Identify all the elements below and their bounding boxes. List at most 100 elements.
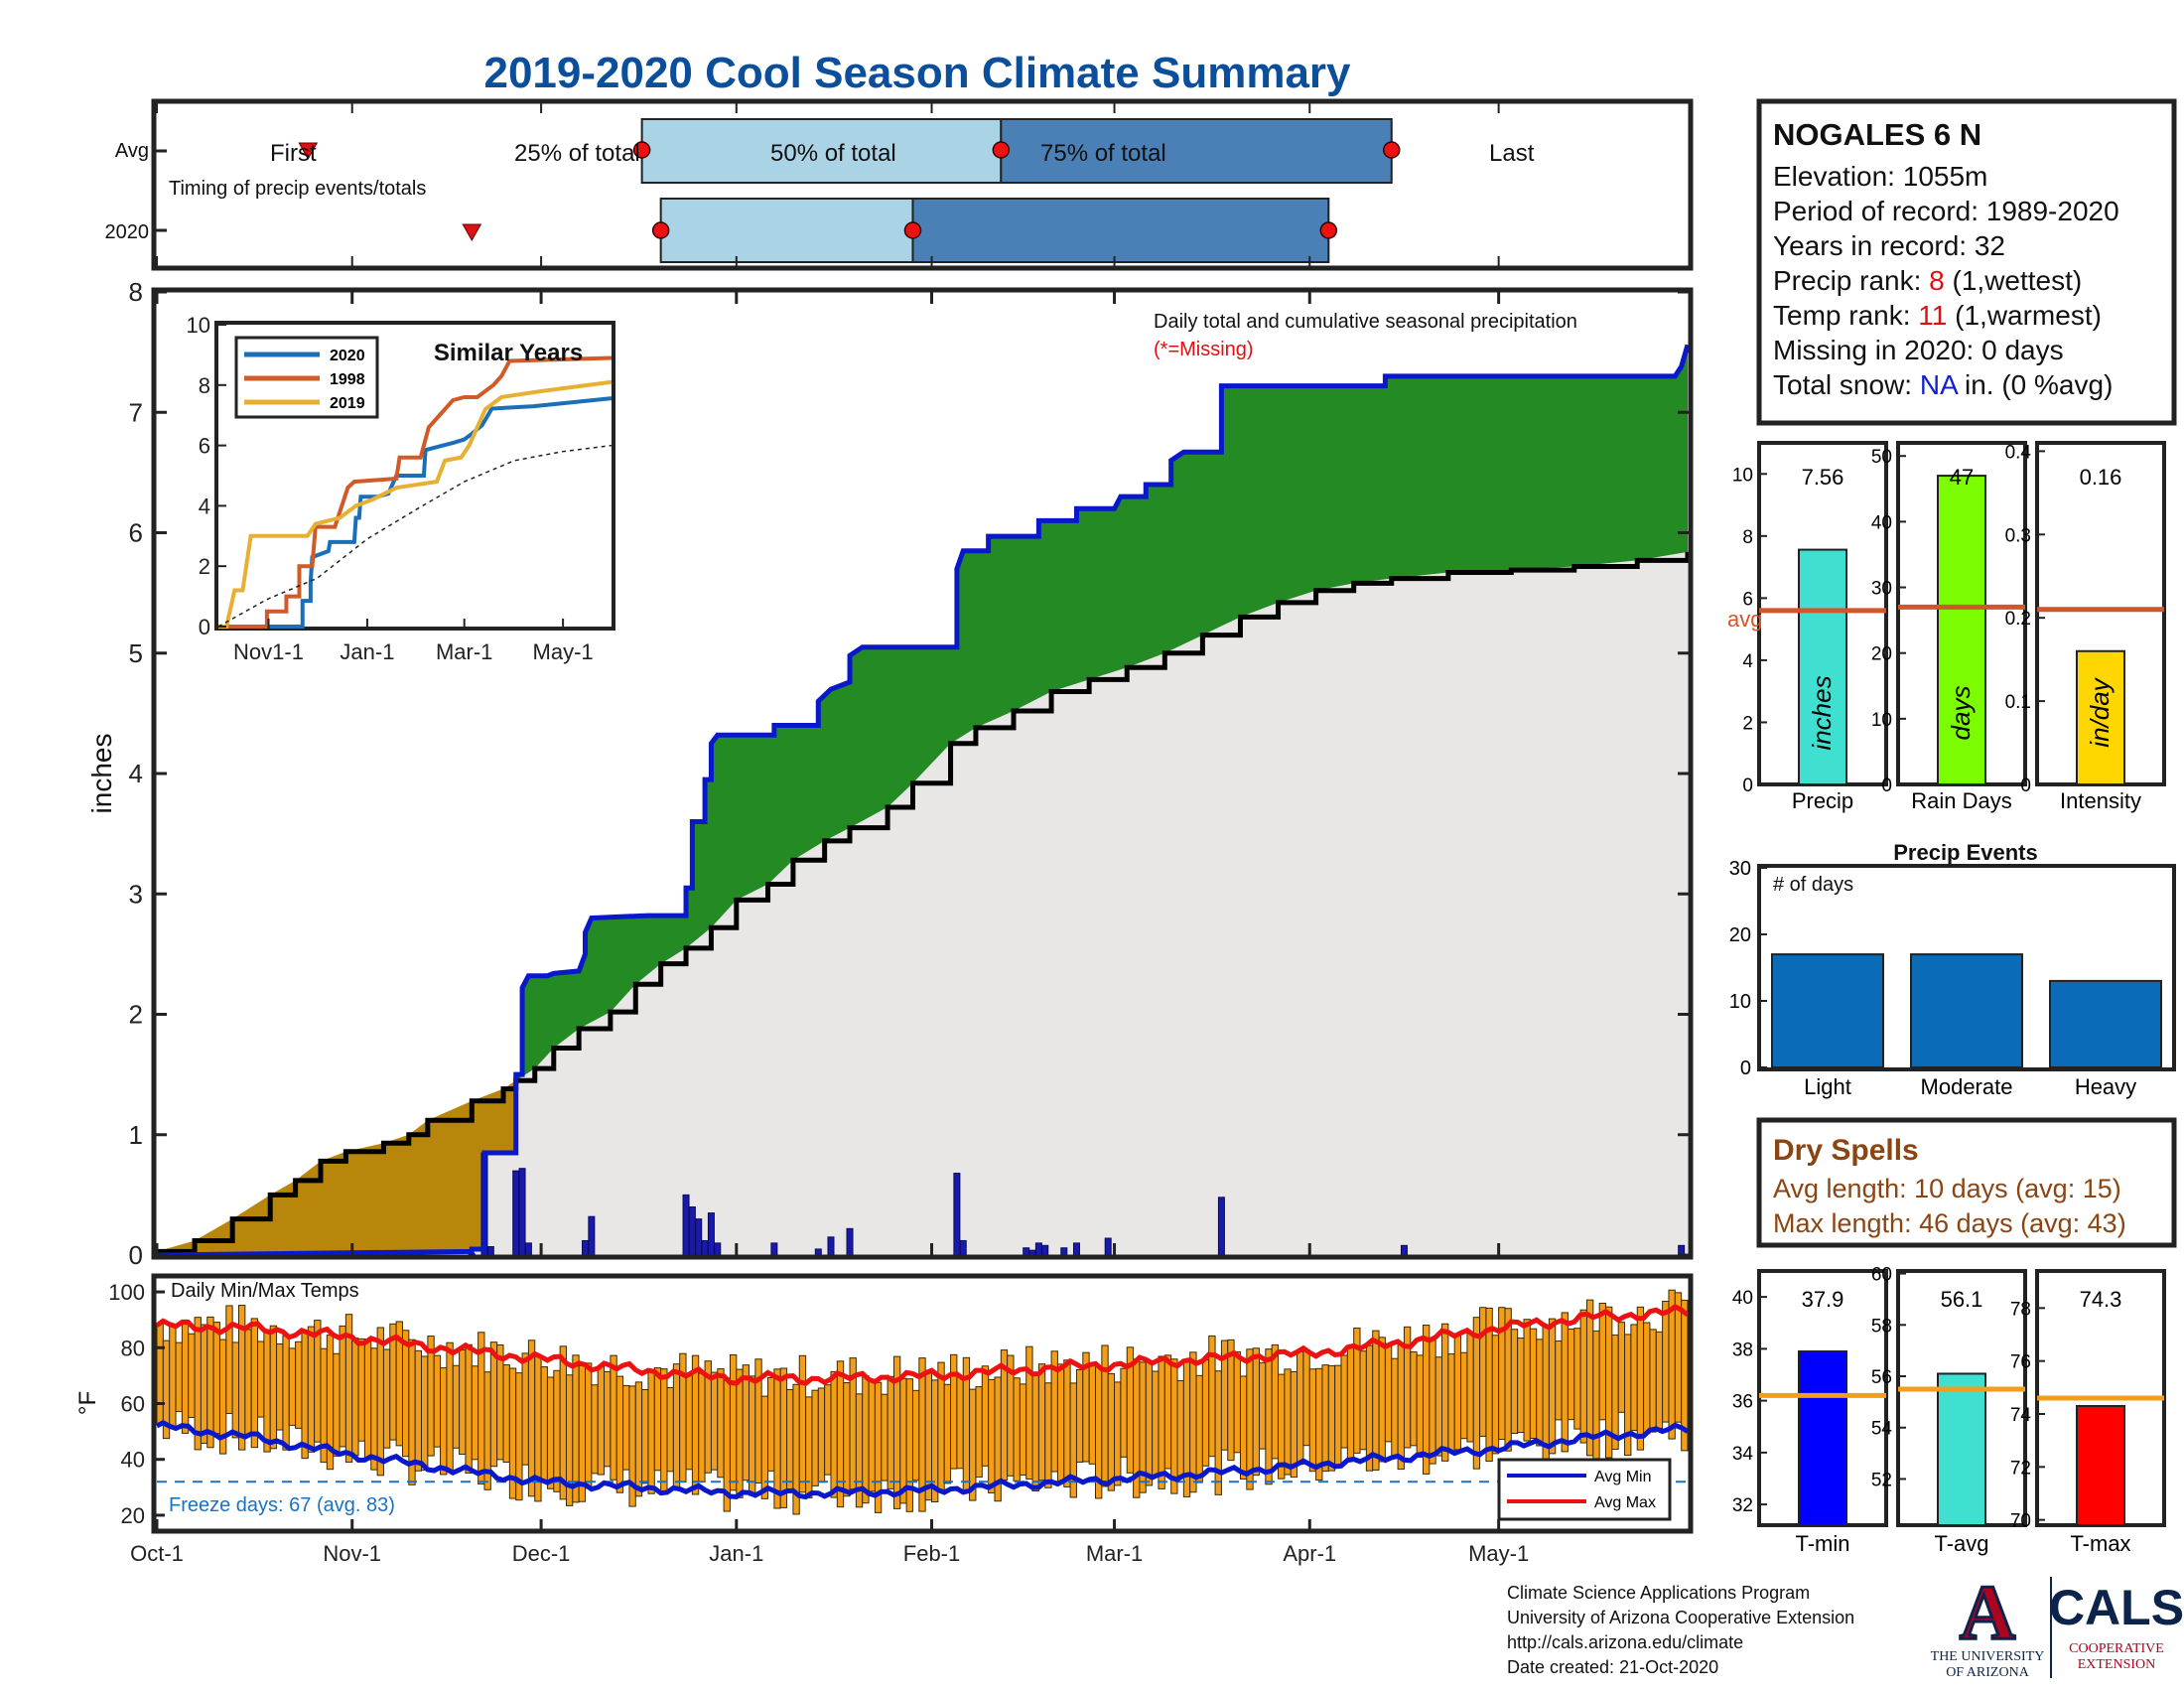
daily-temp-bar (1014, 1378, 1020, 1481)
daily-temp-bar (882, 1394, 887, 1481)
daily-temp-bar (245, 1330, 251, 1435)
daily-precip-bar (1035, 1243, 1041, 1255)
inset-legend-label-1998: 1998 (330, 371, 365, 388)
daily-temp-bar (1089, 1365, 1095, 1464)
temp-stat-ytick-label: 32 (1732, 1495, 1753, 1516)
temp-stat-ytick-label: 70 (2010, 1511, 2031, 1532)
stat-label: Precip (1792, 788, 1853, 813)
inset-ytick-label: 6 (199, 434, 210, 459)
daily-temp-bar (1341, 1355, 1347, 1448)
daily-temp-bar (673, 1364, 679, 1490)
precip-missing-note: (*=Missing) (1154, 339, 1254, 360)
daily-temp-bar (428, 1337, 434, 1457)
daily-temp-bar (1618, 1323, 1624, 1413)
stat-avg-label: avg (1727, 607, 1762, 632)
xtick-label: Oct-1 (130, 1541, 184, 1566)
daily-precip-bar (960, 1240, 966, 1255)
daily-temp-bar (1530, 1329, 1536, 1438)
temp-stat-bar (1799, 1351, 1846, 1525)
daily-temp-bar (692, 1355, 698, 1494)
daily-temp-bar (352, 1339, 358, 1456)
daily-temp-bar (1303, 1350, 1309, 1446)
daily-precip-bar (708, 1213, 714, 1255)
daily-temp-bar (1511, 1330, 1517, 1434)
daily-temp-bar (1020, 1384, 1025, 1476)
daily-temp-bar (1266, 1349, 1272, 1484)
daily-precip-bar (525, 1243, 531, 1255)
daily-temp-bar (1454, 1335, 1460, 1450)
stat-unit: inches (1807, 675, 1837, 750)
footer-line-2: University of Arizona Cooperative Extens… (1507, 1608, 1854, 1627)
temp-stat-bar (2077, 1406, 2124, 1525)
daily-precip-bar (683, 1195, 689, 1255)
temp-stat-ytick-label: 56 (1871, 1367, 1892, 1388)
daily-temp-bar (1328, 1365, 1334, 1471)
daily-temp-bar (1121, 1368, 1127, 1457)
temp-ytick-label: 40 (121, 1448, 145, 1473)
inset-ytick-label: 8 (199, 373, 210, 398)
daily-temp-bar (1146, 1361, 1152, 1485)
daily-temp-bar (1335, 1365, 1341, 1467)
temperature-legend: Avg Min Avg Max (1499, 1460, 1670, 1519)
inset-xtick-label: Mar-1 (436, 639, 492, 664)
daily-temp-bar (522, 1353, 528, 1465)
daily-temp-bar (616, 1376, 622, 1492)
dry-spells-avg: Avg length: 10 days (avg: 15) (1773, 1174, 2121, 1203)
temp-stat-value: 37.9 (1802, 1287, 1844, 1312)
daily-temp-bar (667, 1387, 673, 1471)
daily-temp-bar (1417, 1355, 1423, 1458)
timing-2020-box-25-50 (661, 199, 913, 262)
stat-ytick-label: 0.3 (2005, 525, 2031, 546)
precip-ytick-label: 8 (129, 277, 143, 307)
timing-2020-25-marker (653, 222, 669, 238)
daily-temp-bar (1272, 1344, 1278, 1459)
daily-temp-bar (1411, 1351, 1417, 1445)
daily-temp-bar (460, 1349, 466, 1454)
daily-temp-bar (1259, 1362, 1265, 1449)
temp-stat-value: 74.3 (2080, 1287, 2122, 1312)
daily-temp-bar (358, 1339, 364, 1441)
daily-temp-bar (869, 1379, 875, 1491)
daily-temp-bar (377, 1328, 383, 1476)
daily-temp-bar (554, 1370, 560, 1491)
daily-temp-bar (1644, 1323, 1650, 1434)
precip-ytick-label: 5 (129, 638, 143, 668)
daily-temp-bar (1398, 1343, 1404, 1469)
daily-temp-bar (176, 1342, 182, 1411)
daily-temp-bar (1524, 1320, 1530, 1441)
daily-temp-bar (364, 1340, 370, 1460)
stat-ytick-label: 0 (1742, 776, 1753, 796)
stat-ytick-label: 0.1 (2005, 692, 2031, 713)
ua-logo-letter: A (1960, 1569, 2015, 1655)
daily-temp-bar (1366, 1345, 1372, 1471)
daily-precip-bar (771, 1243, 777, 1255)
footer-line-1: Climate Science Applications Program (1507, 1583, 1810, 1603)
daily-temp-bar (434, 1355, 440, 1447)
daily-temp-bar (774, 1369, 780, 1508)
daily-precip-bar (519, 1169, 525, 1255)
daily-temp-bar (1586, 1300, 1592, 1456)
daily-temp-bar (170, 1327, 176, 1428)
daily-temp-bar (944, 1384, 950, 1483)
daily-temp-bar (844, 1383, 850, 1496)
daily-temp-bar (528, 1340, 534, 1496)
daily-precip-bar (715, 1243, 721, 1255)
daily-temp-bar (1435, 1357, 1441, 1456)
daily-precip-bar (1218, 1198, 1224, 1255)
daily-temp-bar (157, 1324, 163, 1424)
stat-ytick-label: 0 (1881, 776, 1892, 796)
daily-temp-bar (277, 1343, 283, 1430)
daily-temp-bar (743, 1365, 749, 1481)
temp-rank-suffix: (1,warmest) (1947, 300, 2102, 331)
stat-unit: in/day (2085, 676, 2115, 747)
daily-temp-bar (1430, 1340, 1435, 1464)
daily-temp-bar (195, 1318, 201, 1450)
daily-precip-bar (1029, 1250, 1035, 1255)
daily-temp-bar (1580, 1310, 1586, 1443)
daily-temp-bar (642, 1389, 648, 1482)
daily-temp-bar (308, 1327, 314, 1452)
daily-temp-bar (611, 1355, 616, 1480)
daily-precip-bar (702, 1240, 708, 1255)
stat-ytick-label: 50 (1871, 447, 1892, 468)
